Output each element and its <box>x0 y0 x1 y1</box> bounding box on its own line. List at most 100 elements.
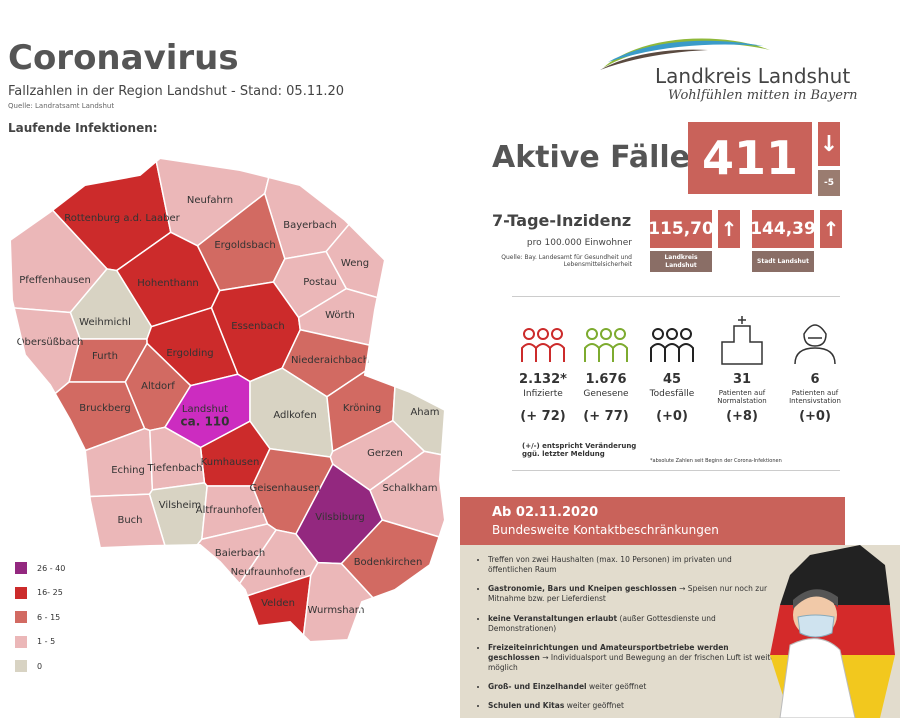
region-label: Adlkofen <box>273 410 316 421</box>
arrow-up: ↑ <box>718 210 740 248</box>
legend-swatch <box>15 562 27 575</box>
measure-text: → Individualsport und Bewegung an der fr… <box>488 652 778 672</box>
measure-bold: Gastronomie, Bars und Kneipen geschlosse… <box>488 584 677 594</box>
measure-item: Freizeiteinrichtungen und Amateursportbe… <box>488 643 778 673</box>
region-label: Bayerbach <box>283 220 336 231</box>
measure-text: (außer Gottesdienste und Demonstrationen… <box>488 613 716 633</box>
region-label: Wurmsham <box>308 605 365 616</box>
region-label: Weng <box>341 258 369 269</box>
legend-swatch <box>15 635 27 648</box>
region-label: Kumhausen <box>201 457 260 468</box>
incidence-value: 115,70 <box>648 210 714 248</box>
incidence-value: 144,39 <box>750 210 816 248</box>
incidence-subtitle: pro 100.000 Einwohner <box>526 238 632 248</box>
icon-part <box>614 328 626 340</box>
stat: 31 Patienten auf Normalstation (+8) <box>705 372 779 424</box>
measures-list: Treffen von zwei Haushalten (max. 10 Per… <box>474 555 778 720</box>
measure-bold: Freizeiteinrichtungen und Amateursportbe… <box>488 642 729 662</box>
legend-item: 0 <box>15 654 65 679</box>
measure-item: keine Veranstaltungen erlaubt (außer Got… <box>488 614 778 634</box>
icon-part <box>680 328 692 340</box>
stat: 1.676 Genesene (+ 77) <box>569 372 643 424</box>
icon-part <box>664 343 680 362</box>
legend-item: 16- 25 <box>15 581 65 606</box>
region <box>148 574 312 642</box>
arrow-down: ↓ <box>818 122 840 166</box>
icon-part <box>612 343 628 362</box>
logo-swoosh <box>600 38 770 70</box>
stat-change: (+ 72) <box>520 409 566 424</box>
region-label: Geisenhausen <box>250 483 321 494</box>
note: (+/-) entspricht Veränderung ggü. letzte… <box>522 442 637 458</box>
measure-bold: keine Veranstaltungen erlaubt <box>488 613 618 623</box>
section-title: Laufende Infektionen: <box>8 121 158 135</box>
region-note: ca. 110 <box>181 415 230 429</box>
legend-swatch <box>15 660 27 673</box>
region-label: Niederaichbach <box>291 355 369 366</box>
stat-label: Patienten auf Normalstation <box>717 389 767 405</box>
region-label: Obersüßbach <box>17 337 84 348</box>
measures-body: Treffen von zwei Haushalten (max. 10 Per… <box>460 545 900 718</box>
map: Rottenburg a.d. Laaber Neufahrn Bayerbach E… <box>8 156 447 644</box>
measure-item: Schulen und Kitas weiter geöffnet <box>488 701 778 711</box>
source: Quelle: Landratsamt Landshut <box>8 102 115 110</box>
region-label: Weihmichl <box>79 317 131 328</box>
stat-icons <box>521 316 836 365</box>
divider <box>512 296 840 297</box>
legend-item: 6 - 15 <box>15 605 65 630</box>
legend-label: 6 - 15 <box>37 612 61 622</box>
icon-part <box>586 328 598 340</box>
icon-part <box>535 343 551 362</box>
region-label: Pfeffenhausen <box>19 275 91 286</box>
region-label: Vilsheim <box>159 500 201 511</box>
icon-part <box>666 328 678 340</box>
legend-item: 1 - 5 <box>15 630 65 655</box>
stat-change: (+0) <box>656 409 688 424</box>
active-change: -5 <box>818 170 840 196</box>
icon-part <box>523 328 535 340</box>
region-label: Aham <box>410 407 439 418</box>
stat-value: 31 <box>732 372 752 387</box>
legend-label: 0 <box>37 661 43 671</box>
region-label: Kröning <box>343 403 381 414</box>
incidence-source: Quelle: Bay. Landesamt für Gesundheit un… <box>501 254 632 268</box>
region-label: Tiefenbach <box>146 463 202 474</box>
region-label: Eching <box>111 465 145 476</box>
icon-part <box>537 328 549 340</box>
measures-header: Ab 02.11.2020 Bundesweite Kontaktbeschrä… <box>460 497 845 545</box>
stat-label: Infizierte <box>523 389 563 399</box>
region-label: Schalkham <box>382 483 437 494</box>
subtitle: Fallzahlen in der Region Landshut - Stan… <box>8 84 345 99</box>
map-outline <box>8 156 447 644</box>
icon-hospital <box>721 316 763 365</box>
stat-label: Genesene <box>583 389 629 399</box>
stat-value: 6 <box>810 372 820 387</box>
measure-bold: Groß- und Einzelhandel <box>488 682 587 692</box>
region-label: Furth <box>92 351 118 362</box>
legend-swatch <box>15 586 27 599</box>
region-label: Bruckberg <box>79 403 130 414</box>
stat-value: 45 <box>662 372 682 387</box>
region-label: Bodenkirchen <box>354 557 423 568</box>
measure-text: weiter geöffnet <box>566 701 624 711</box>
region-label: Landshut <box>182 404 228 415</box>
stat-label: Patienten auf Intensivstation <box>789 389 841 405</box>
icon-part <box>549 343 565 362</box>
icon-part <box>521 343 537 362</box>
measures-title: Bundesweite Kontaktbeschränkungen <box>492 523 719 537</box>
region-label: Neufahrn <box>187 195 233 206</box>
stat-value: 2.132* <box>519 372 567 387</box>
region-label: Altfraunhofen <box>196 505 264 516</box>
incidence-label: Stadt Landshut <box>752 251 814 272</box>
incidence-title: 7-Tage-Inzidenz <box>492 211 632 230</box>
region-label: Gerzen <box>367 448 403 459</box>
region-label: Buch <box>117 515 142 526</box>
logo-tagline: Wohlfühlen mitten in Bayern <box>668 88 858 103</box>
legend-label: 16- 25 <box>37 588 63 598</box>
illustration <box>770 545 895 718</box>
icon-part <box>678 343 694 362</box>
region-label: Altdorf <box>141 381 175 392</box>
measure-text: Treffen von zwei Haushalten (max. 10 Per… <box>488 555 732 575</box>
icon-icu <box>794 324 836 365</box>
active-value: 411 <box>688 122 812 194</box>
